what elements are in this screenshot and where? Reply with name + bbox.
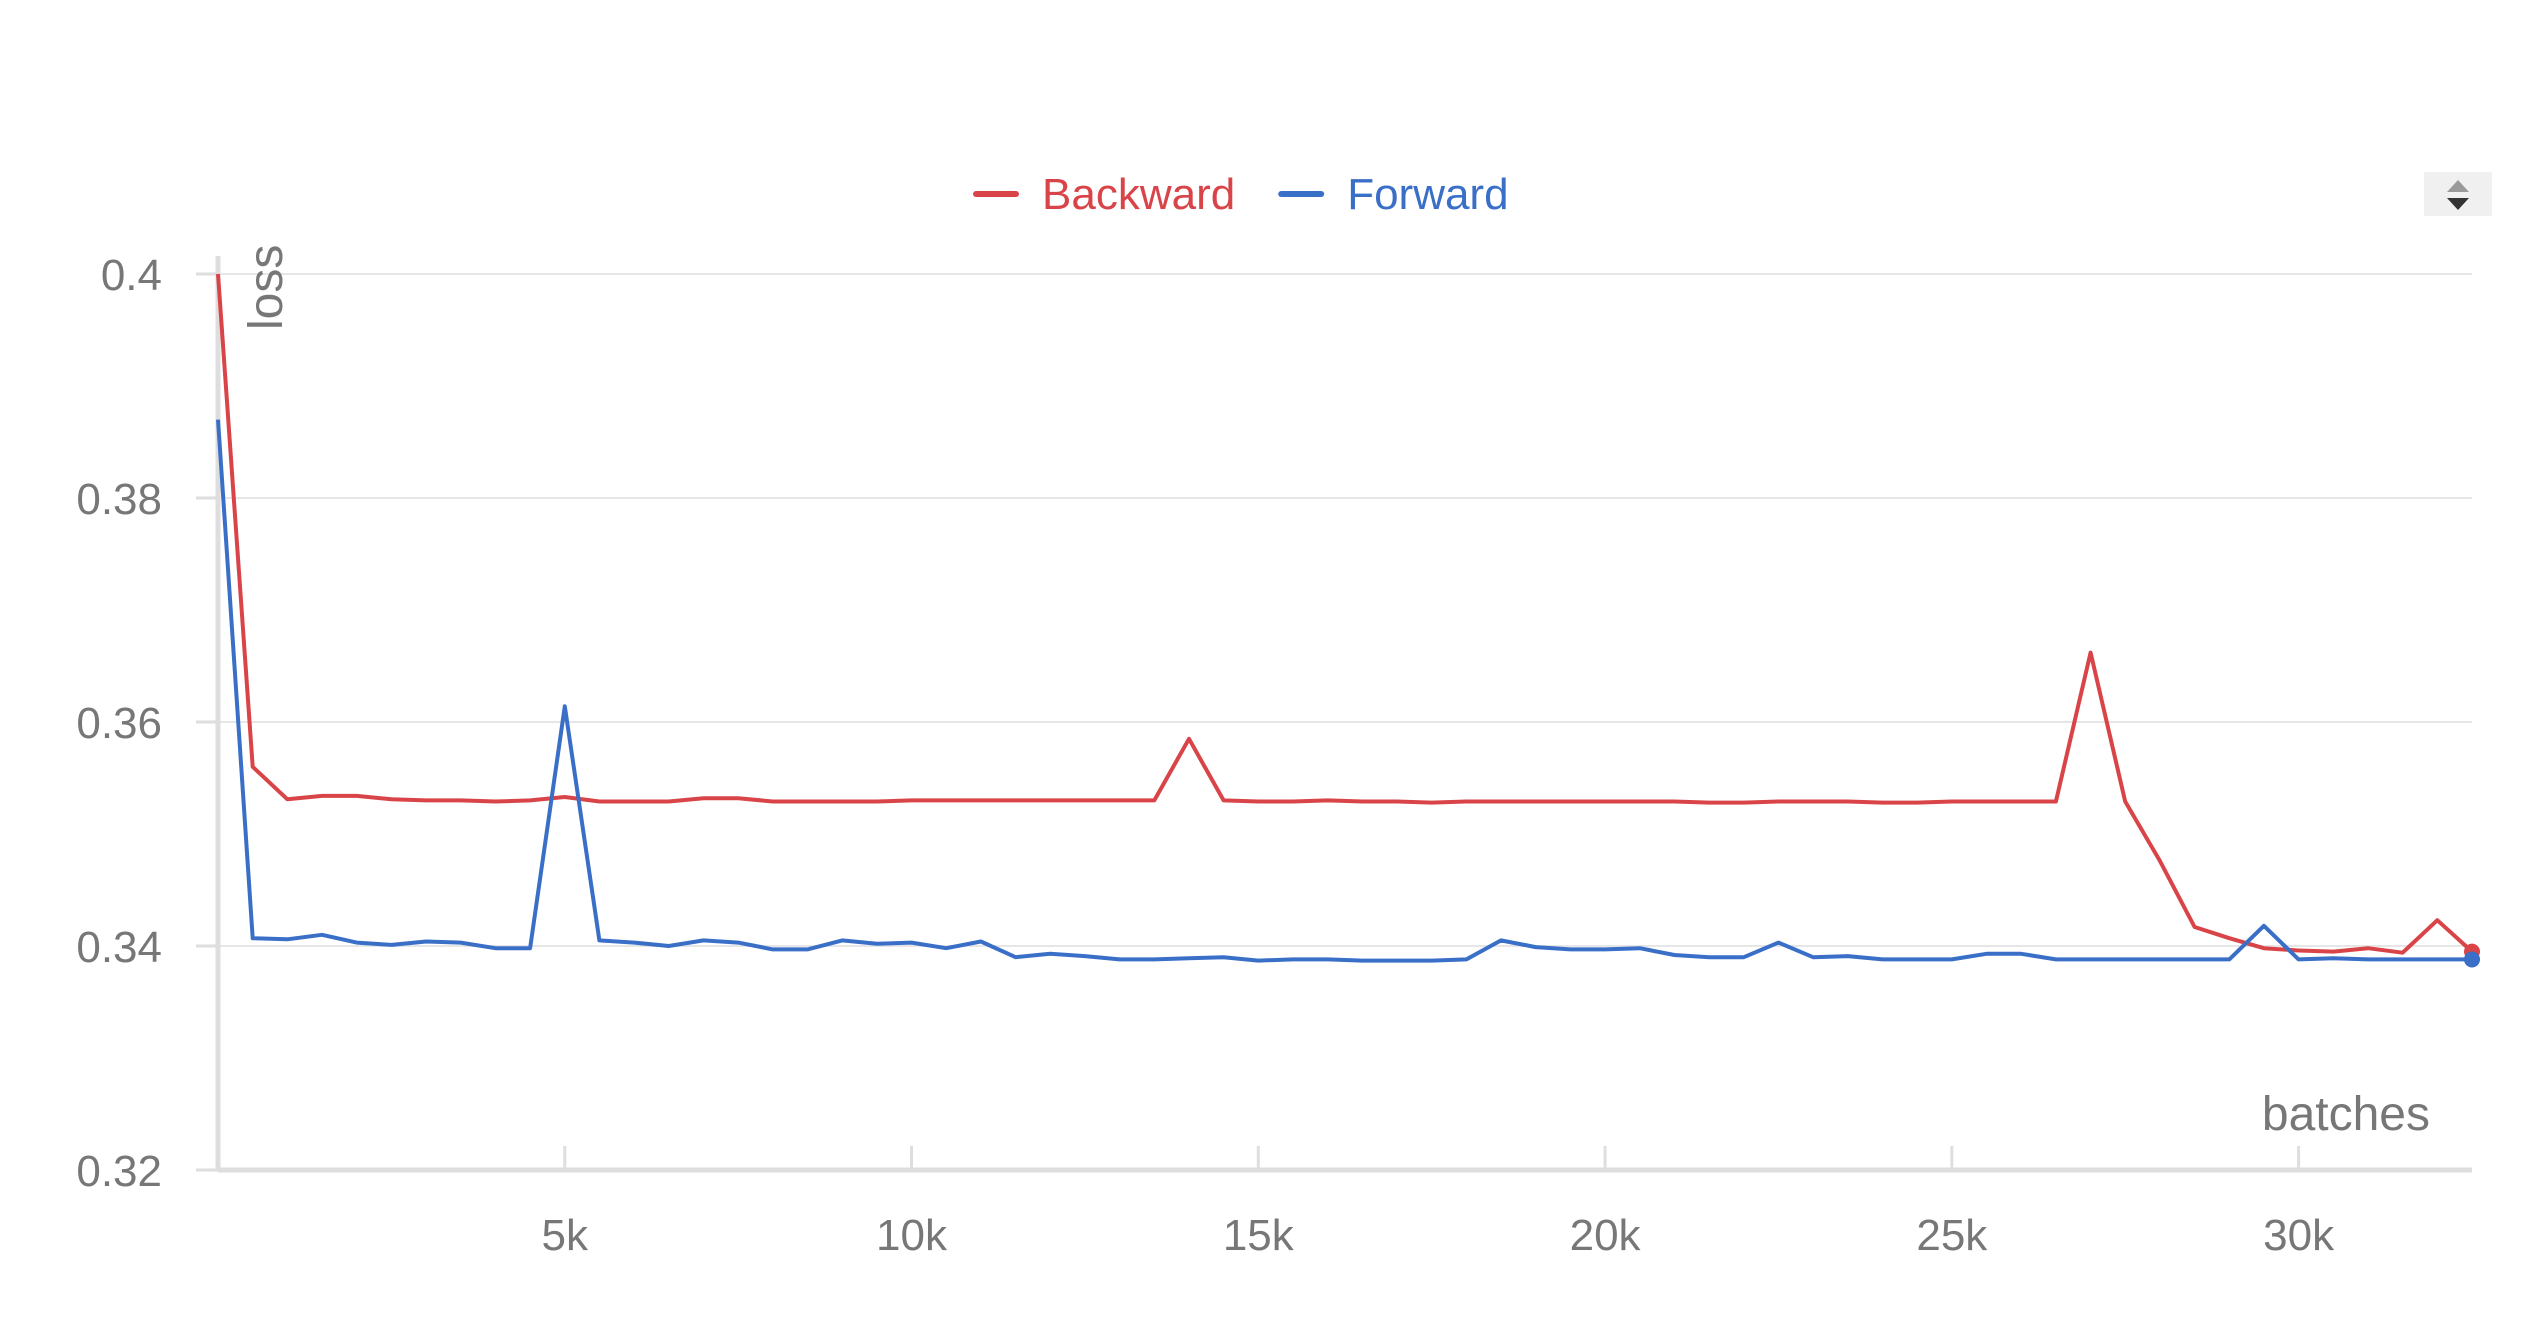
y-tick-label: 0.4 bbox=[101, 251, 162, 300]
x-tick-label: 20k bbox=[1570, 1211, 1642, 1260]
y-tick-label: 0.36 bbox=[76, 699, 162, 748]
x-tick-label: 25k bbox=[1916, 1211, 1988, 1260]
x-tick-label: 5k bbox=[542, 1211, 589, 1260]
x-axis-ticks: 5k 10k 15k 20k 25k 30k bbox=[542, 1146, 2335, 1260]
axes bbox=[215, 256, 2472, 1173]
legend[interactable]: Backward Forward bbox=[973, 170, 1509, 219]
legend-item-backward[interactable]: Backward bbox=[973, 170, 1235, 219]
series-line-backward bbox=[216, 273, 2474, 955]
y-tick-label: 0.34 bbox=[76, 923, 162, 972]
x-tick-label: 30k bbox=[2263, 1211, 2335, 1260]
series-lines bbox=[216, 273, 2480, 968]
x-axis-label: batches bbox=[2262, 1088, 2430, 1141]
up-arrow-icon[interactable] bbox=[2447, 180, 2469, 192]
x-tick-label: 10k bbox=[876, 1211, 948, 1260]
legend-label: Backward bbox=[1042, 170, 1235, 219]
down-arrow-icon[interactable] bbox=[2447, 198, 2469, 210]
legend-scroll-arrows[interactable] bbox=[2424, 172, 2492, 216]
grid-lines bbox=[218, 273, 2472, 947]
legend-label: Forward bbox=[1347, 170, 1508, 219]
x-tick-label: 15k bbox=[1223, 1211, 1295, 1260]
y-tick-label: 0.32 bbox=[76, 1147, 162, 1196]
series-end-point-forward bbox=[2464, 951, 2480, 968]
legend-item-forward[interactable]: Forward bbox=[1278, 170, 1509, 219]
series-line-forward bbox=[216, 419, 2472, 963]
y-axis-ticks: 0.32 0.34 0.36 0.38 0.4 bbox=[76, 251, 218, 1196]
y-tick-label: 0.38 bbox=[76, 475, 162, 524]
y-axis-label: loss bbox=[240, 245, 293, 330]
